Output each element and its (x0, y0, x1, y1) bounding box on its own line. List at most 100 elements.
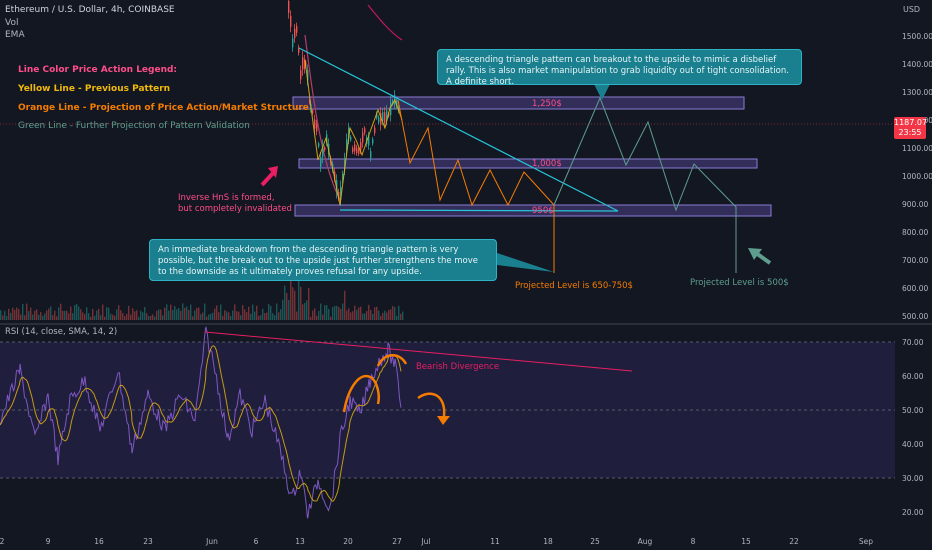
volume-bar (106, 307, 108, 320)
volume-bar (84, 313, 86, 320)
volume-bar (308, 288, 310, 320)
volume-bar (58, 307, 60, 320)
volume-bar (126, 313, 128, 320)
price-tick-label: 500.00 (902, 312, 928, 321)
volume-bar (42, 315, 44, 320)
volume-bar (380, 316, 382, 320)
rsi-tick-label: 70.00 (902, 338, 924, 347)
label-1000: 1,000$ (532, 159, 562, 169)
volume-bar (162, 315, 164, 320)
price-candle (318, 143, 320, 147)
time-tick-label: 23 (143, 537, 153, 546)
inverse-hns-label-2: but completely invalidated (178, 204, 292, 214)
zone-1000[interactable] (298, 158, 758, 169)
volume-bar (94, 315, 96, 320)
volume-bar (266, 312, 268, 320)
volume-bar (386, 312, 388, 320)
volume-bar (302, 304, 304, 320)
up-arrow-icon (260, 166, 278, 187)
price-tick-label: 600.00 (902, 284, 928, 293)
top-callout-pointer (592, 80, 612, 100)
legend-yellow: Yellow Line - Previous Pattern (18, 84, 171, 94)
volume-bar (120, 310, 122, 320)
ema-label[interactable]: EMA (5, 30, 25, 40)
volume-bar (240, 315, 242, 320)
price-candle (354, 144, 356, 152)
volume-bar (332, 307, 334, 320)
volume-bar (246, 312, 248, 320)
volume-bar (384, 310, 386, 320)
rsi-title[interactable]: RSI (14, close, SMA, 14, 2) (5, 327, 118, 337)
ema-line-2 (304, 34, 341, 201)
triangle-upper-line[interactable] (298, 47, 619, 212)
volume-bar (310, 316, 312, 320)
price-candle (370, 151, 372, 159)
volume-bar (128, 305, 130, 320)
volume-bar (314, 308, 316, 320)
symbol-title[interactable]: Ethereum / U.S. Dollar, 4h, COINBASE (5, 5, 175, 15)
volume-bar (248, 306, 250, 320)
volume-bar (202, 312, 204, 320)
volume-bar (182, 303, 184, 320)
volume-bar (356, 309, 358, 320)
volume-bar (74, 304, 76, 320)
volume-bar (294, 290, 296, 320)
volume-bar (318, 310, 320, 320)
volume-bar (112, 314, 114, 320)
volume-bar (152, 314, 154, 320)
volume-bar (288, 299, 290, 320)
volume-bar (280, 309, 282, 320)
price-candle (290, 15, 292, 27)
volume-bar (136, 310, 138, 320)
price-candle (376, 113, 378, 118)
vol-label[interactable]: Vol (5, 18, 19, 28)
volume-bar (34, 310, 36, 320)
volume-bar (52, 315, 54, 320)
zone-1250[interactable] (292, 96, 745, 110)
volume-bar (296, 311, 298, 320)
volume-bar (238, 311, 240, 320)
currency-label: USD (903, 5, 920, 14)
time-tick-label: 22 (789, 537, 799, 546)
volume-bar (368, 304, 370, 320)
volume-bar (154, 316, 156, 320)
price-candle (356, 147, 358, 154)
volume-bar (122, 313, 124, 320)
volume-bar (304, 302, 306, 320)
bottom-callout-pointer (497, 253, 554, 272)
volume-bar (360, 306, 362, 320)
price-candle (314, 119, 316, 129)
price-tick-label: 1300.00 (902, 88, 932, 97)
volume-bar (88, 313, 90, 320)
volume-bar (236, 311, 238, 320)
volume-bar (338, 306, 340, 320)
volume-bar (252, 304, 254, 320)
volume-bar (18, 309, 20, 320)
volume-bar (218, 312, 220, 320)
volume-bar (260, 315, 262, 320)
top-callout[interactable]: A descending triangle pattern can breako… (437, 49, 802, 87)
volume-bar (392, 305, 394, 320)
bottom-callout[interactable]: An immediate breakdown from the descendi… (149, 239, 497, 281)
volume-bar (76, 304, 78, 320)
volume-bar (56, 316, 58, 320)
legend-green: Green Line - Further Projection of Patte… (18, 121, 250, 131)
volume-bar (206, 316, 208, 320)
price-candle (320, 157, 322, 168)
price-candle (360, 142, 362, 151)
price-candle (384, 112, 386, 123)
volume-bar (244, 309, 246, 320)
volume-bar (358, 307, 360, 320)
time-tick-label: 9 (46, 537, 51, 546)
volume-bar (276, 303, 278, 320)
triangle-lower-line[interactable] (339, 209, 619, 212)
volume-bar (198, 307, 200, 320)
volume-bar (30, 307, 32, 320)
volume-bar (354, 305, 356, 320)
volume-bar (366, 310, 368, 320)
price-candle (300, 70, 302, 80)
volume-bar (226, 311, 228, 320)
volume-bar (6, 315, 8, 320)
volume-bar (268, 304, 270, 320)
volume-bar (352, 311, 354, 320)
